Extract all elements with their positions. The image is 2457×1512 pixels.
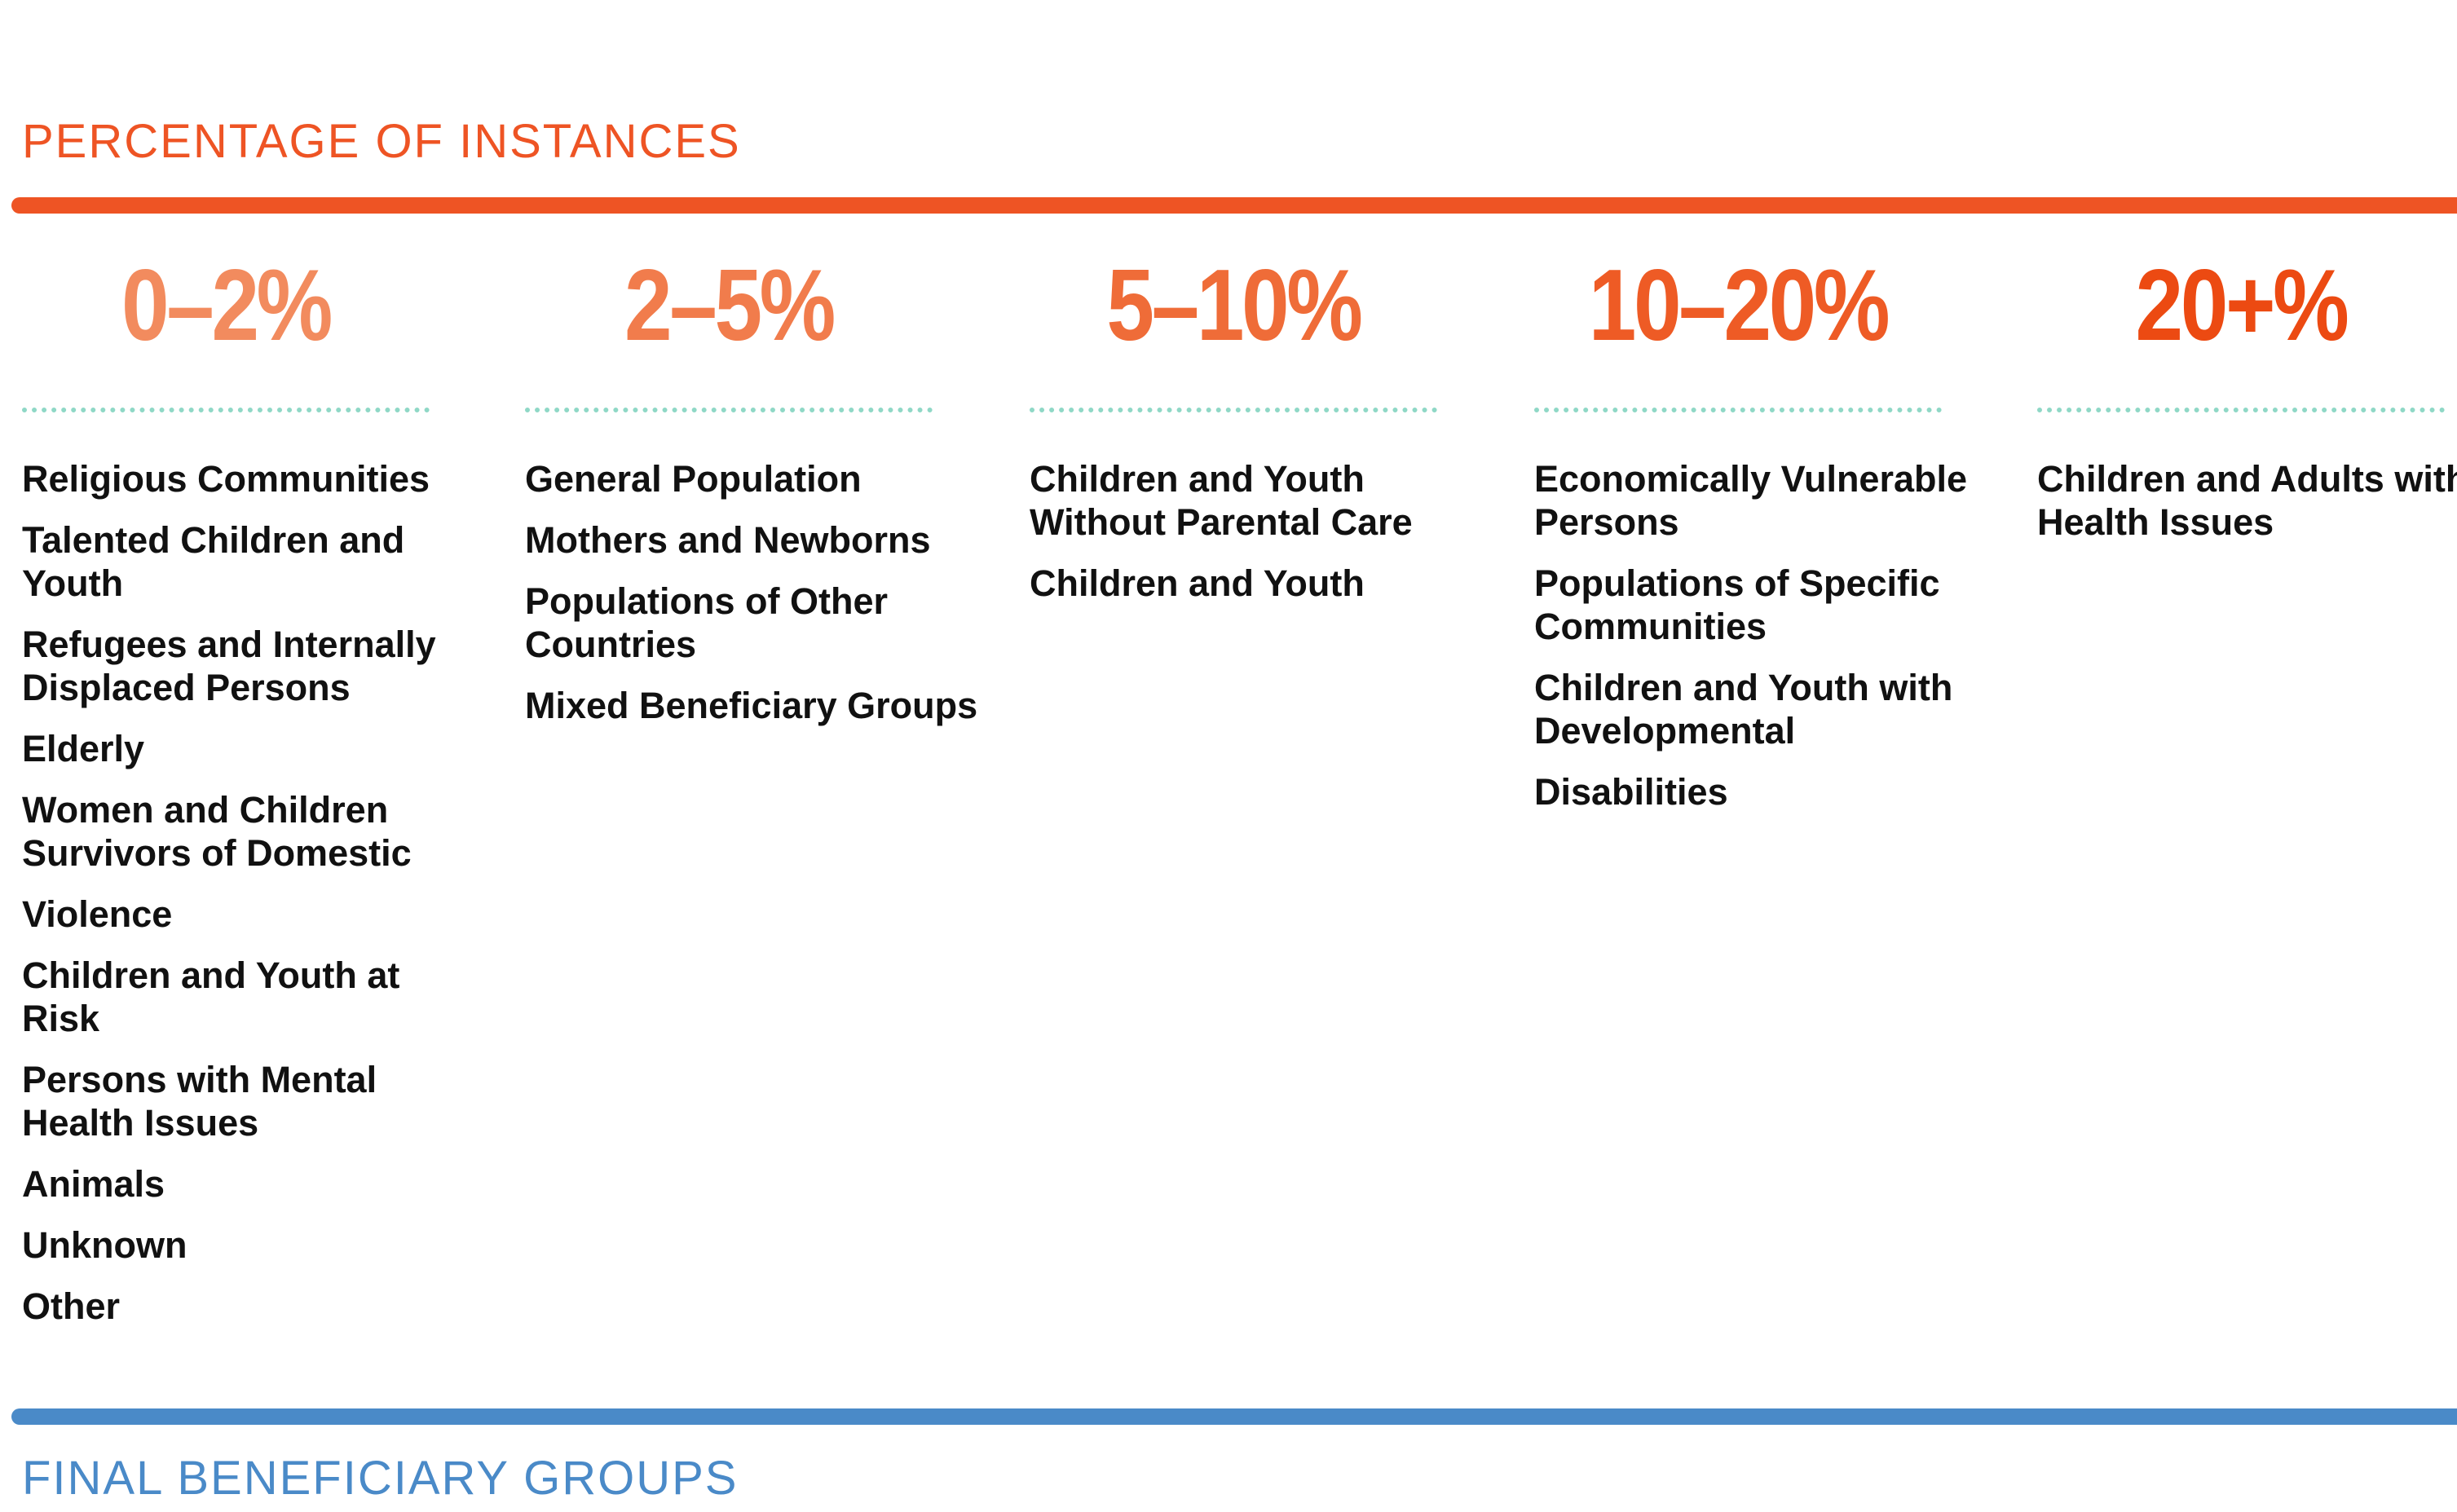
range-heading: 10–20% <box>1588 249 1890 362</box>
group-item: Disabilities <box>1534 771 1728 813</box>
group-item: Violence <box>22 893 173 935</box>
group-item: Women and Children Survivors of Domestic <box>22 789 412 874</box>
group-item: Economically Vulnerable Persons <box>1534 458 1968 543</box>
item-list: Children and Youth Without Parental Care… <box>1030 457 1519 605</box>
top-rule <box>11 197 2457 214</box>
group-item: Religious Communities <box>22 458 430 500</box>
group-item: Children and Adults with Health Issues <box>2037 458 2457 543</box>
footer-title: FINAL BENEFICIARY GROUPS <box>22 1452 739 1505</box>
group-item: Refugees and Internally Displaced Person… <box>22 624 436 708</box>
dotted-divider <box>22 408 430 412</box>
group-item: Unknown <box>22 1224 187 1266</box>
group-item: General Population <box>525 458 862 500</box>
item-list: General Population Mothers and Newborns Po… <box>525 457 1014 727</box>
group-item: Other <box>22 1285 121 1327</box>
dotted-divider <box>2037 408 2445 412</box>
range-heading: 5–10% <box>1106 249 1363 362</box>
column: 5–10% Children and Youth Without Parental… <box>1030 245 1519 623</box>
dotted-divider <box>1534 408 1942 412</box>
group-item: Populations of Specific Communities <box>1534 562 1940 647</box>
header-title: PERCENTAGE OF INSTANCES <box>22 115 741 168</box>
range-heading: 2–5% <box>624 249 836 362</box>
range-heading: 20+% <box>2135 249 2349 362</box>
column: 0–2% Religious Communities Talented Childr… <box>22 245 511 1346</box>
group-item: Children and Youth <box>1030 562 1365 604</box>
column: 20+% Children and Adults with Health Issu… <box>2037 245 2457 562</box>
group-item: Animals <box>22 1163 165 1205</box>
column: 2–5% General Population Mothers and Newbor… <box>525 245 1014 745</box>
group-item: Talented Children and Youth <box>22 519 405 604</box>
group-item: Elderly <box>22 728 145 769</box>
bottom-rule <box>11 1408 2457 1425</box>
group-item: Populations of Other Countries <box>525 580 888 665</box>
group-item: Children and Youth Without Parental Care <box>1030 458 1413 543</box>
dotted-divider <box>1030 408 1437 412</box>
group-item: Mothers and Newborns <box>525 519 931 561</box>
group-item: Persons with Mental Health Issues <box>22 1059 377 1144</box>
dotted-divider <box>525 408 933 412</box>
item-list: Economically Vulnerable Persons Populatio… <box>1534 457 2023 813</box>
column: 10–20% Economically Vulnerable Persons Pop… <box>1534 245 2023 831</box>
group-item: Children and Youth at Risk <box>22 954 400 1039</box>
range-heading: 0–2% <box>121 249 333 362</box>
item-list: Religious Communities Talented Children a… <box>22 457 511 1328</box>
group-item: Mixed Beneficiary Groups <box>525 685 978 726</box>
group-item: Children and Youth with Developmental <box>1534 667 1953 752</box>
item-list: Children and Adults with Health Issues <box>2037 457 2457 544</box>
